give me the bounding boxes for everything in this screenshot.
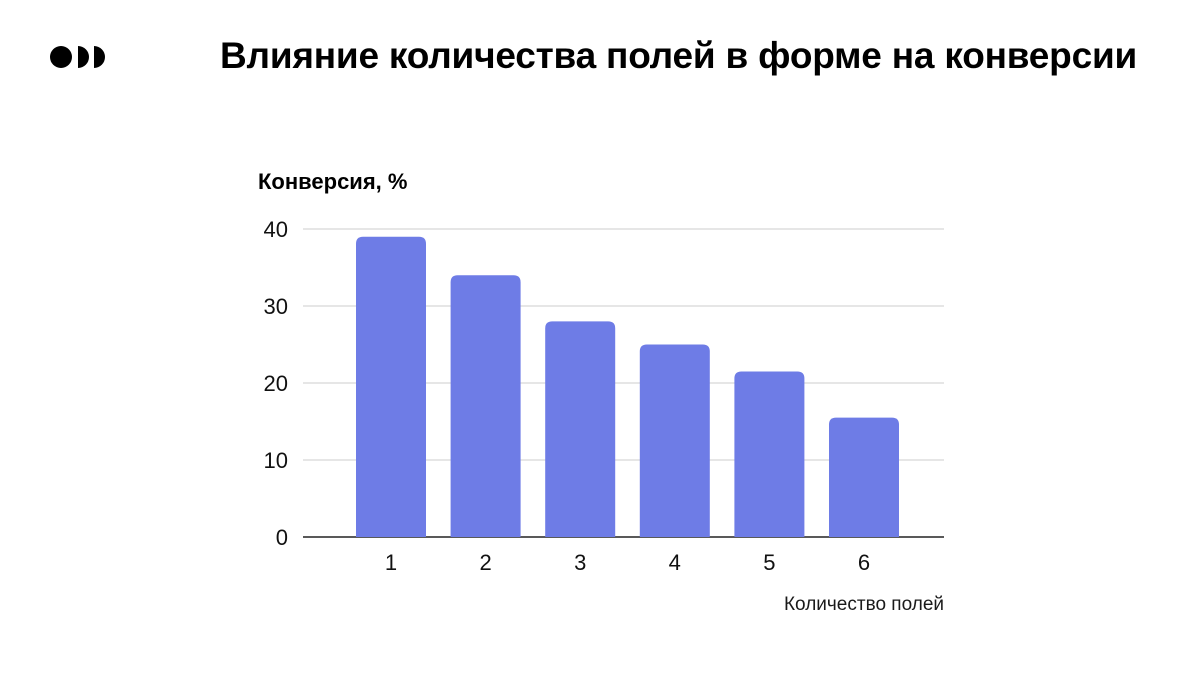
y-tick-label: 40	[264, 217, 288, 242]
x-tick-label: 6	[858, 550, 870, 575]
x-tick-label: 4	[669, 550, 681, 575]
page-title: Влияние количества полей в форме на конв…	[220, 35, 1138, 76]
x-tick-label: 3	[574, 550, 586, 575]
x-tick-labels: 1 2 3 4 5 6	[385, 550, 870, 575]
x-tick-label: 2	[479, 550, 491, 575]
bar	[545, 321, 616, 537]
y-axis-title: Конверсия, %	[258, 169, 408, 194]
bar	[829, 417, 899, 537]
y-tick-label: 20	[264, 371, 288, 396]
x-axis-title: Количество полей	[783, 594, 944, 615]
bar	[734, 371, 805, 537]
bar	[639, 344, 710, 537]
y-tick-labels: 0 10 20 30 40	[264, 217, 288, 550]
y-tick-label: 0	[276, 525, 288, 550]
three-dots-logo-icon	[50, 46, 105, 68]
x-tick-label: 1	[385, 550, 397, 575]
y-tick-label: 30	[264, 294, 288, 319]
bars	[356, 236, 899, 537]
bar	[356, 236, 426, 537]
x-tick-label: 5	[763, 550, 775, 575]
bar	[450, 275, 521, 537]
y-tick-label: 10	[264, 448, 288, 473]
